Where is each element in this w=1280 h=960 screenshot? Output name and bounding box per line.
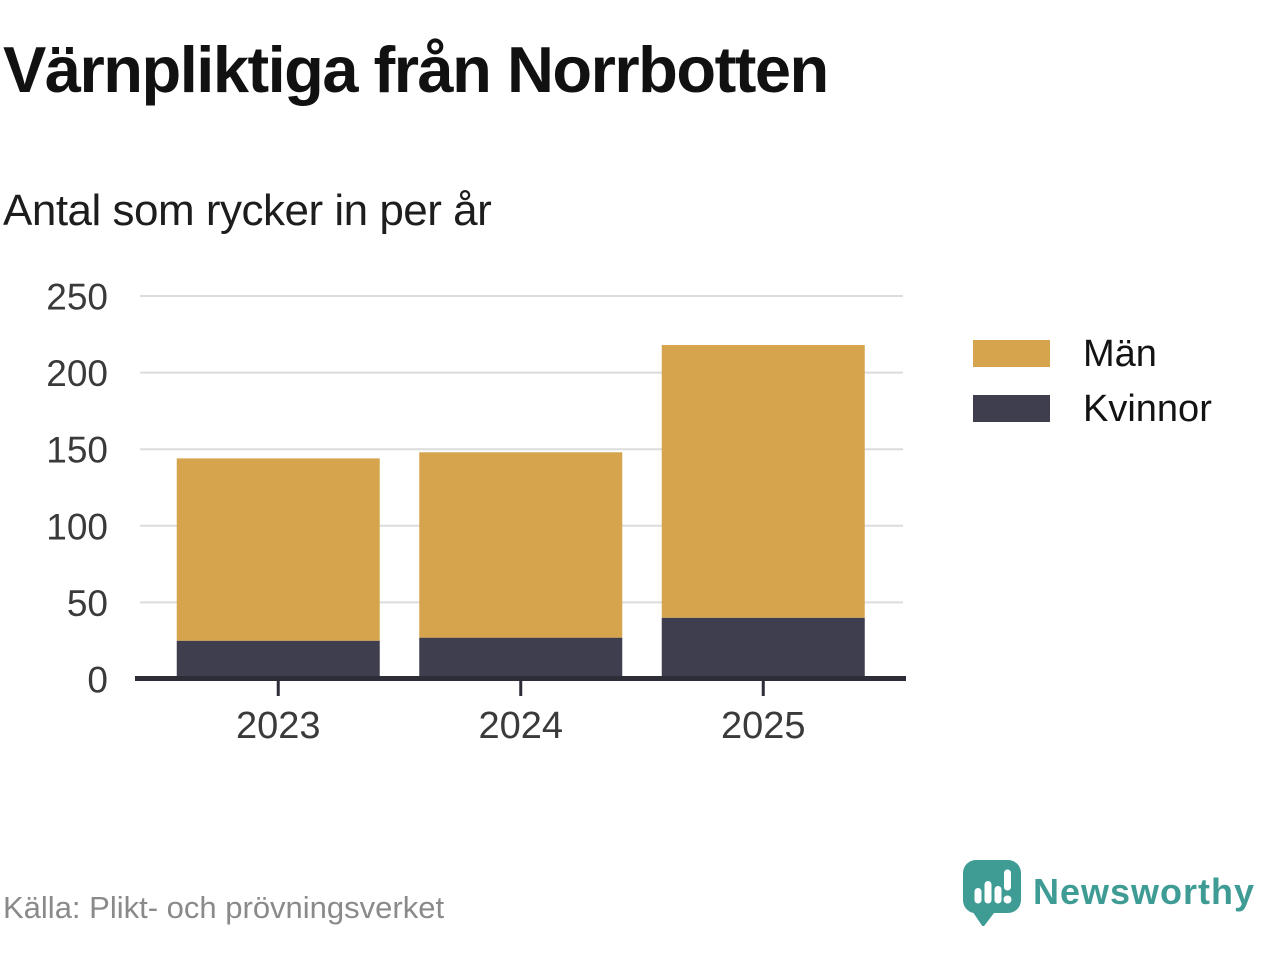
source-credit: Källa: Plikt- och prövningsverket: [3, 890, 445, 925]
chart-subtitle: Antal som rycker in per år: [3, 186, 492, 235]
bar-segment-män-2024: [419, 452, 623, 638]
x-tick-label: 2023: [236, 705, 321, 747]
bar-segment-kvinnor-2025: [661, 617, 865, 679]
y-tick-label: 50: [67, 583, 108, 624]
chart-legend: Män Kvinnor: [973, 335, 1212, 450]
bar-segment-män-2025: [661, 345, 865, 618]
y-tick-label: 150: [46, 430, 108, 471]
legend-label-men: Män: [1083, 332, 1157, 375]
chart-title: Värnpliktiga från Norrbotten: [3, 33, 829, 106]
x-tick-label: 2025: [721, 705, 806, 747]
legend-swatch-women: [973, 395, 1050, 422]
x-tick-label: 2024: [478, 705, 563, 747]
newsworthy-wordmark: Newsworthy: [1033, 871, 1256, 912]
newsworthy-logo-icon: [963, 860, 1021, 926]
x-axis-line: [135, 676, 906, 681]
y-tick-label: 100: [46, 506, 108, 547]
bar-segment-män-2023: [176, 458, 380, 641]
legend-label-women: Kvinnor: [1083, 387, 1212, 430]
y-tick-label: 250: [46, 277, 108, 318]
bar-segment-kvinnor-2023: [176, 640, 380, 679]
legend-item-women: Kvinnor: [973, 390, 1212, 428]
y-tick-label: 200: [46, 353, 108, 394]
legend-swatch-men: [973, 340, 1050, 367]
legend-item-men: Män: [973, 335, 1212, 373]
y-tick-label: 0: [87, 660, 108, 701]
bar-segment-kvinnor-2024: [419, 637, 623, 679]
